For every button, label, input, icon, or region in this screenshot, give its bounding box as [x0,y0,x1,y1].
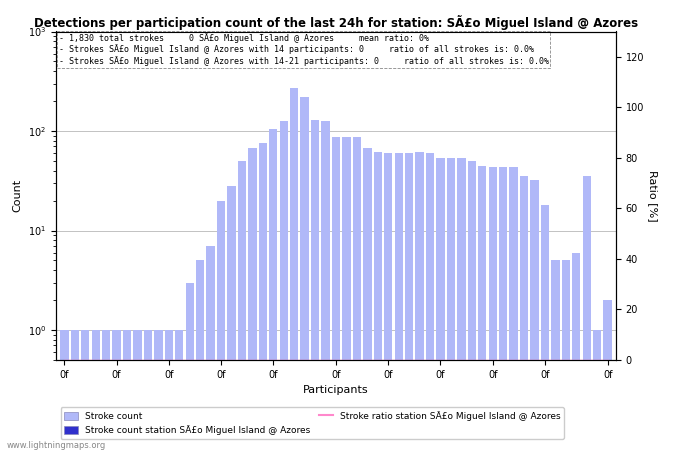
Bar [92,330,100,450]
Text: www.lightningmaps.org: www.lightningmaps.org [7,441,106,450]
Bar [186,283,194,450]
Bar [531,180,539,450]
Bar [144,330,152,450]
Title: Detections per participation count of the last 24h for station: SÃ£o Miguel Isla: Detections per participation count of th… [34,15,638,30]
Bar [478,166,486,450]
Bar [321,122,330,450]
Bar [603,300,612,450]
Bar [290,88,298,450]
Bar [384,153,393,450]
Bar [520,176,528,450]
Bar [175,330,183,450]
Bar [133,330,141,450]
Bar [217,201,225,450]
Bar [342,136,351,450]
Bar [499,167,508,450]
Bar [238,161,246,450]
Bar [248,148,257,450]
Bar [541,205,549,450]
Bar [561,261,570,450]
Bar [332,136,340,450]
Bar [426,153,434,450]
Bar [468,161,476,450]
Bar [196,261,204,450]
Bar [123,330,131,450]
Y-axis label: Ratio [%]: Ratio [%] [648,170,658,221]
Bar [154,330,162,450]
Bar [363,148,372,450]
Bar [489,167,497,450]
Bar [593,330,601,450]
Bar [279,122,288,450]
Legend: Stroke count, Stroke count station SÃ£o Miguel Island @ Azores, Stroke ratio sta: Stroke count, Stroke count station SÃ£o … [60,407,564,439]
Bar [582,176,591,450]
Bar [102,330,111,450]
X-axis label: Participants: Participants [303,385,369,395]
Bar [311,120,319,450]
Bar [510,167,518,450]
Bar [447,158,455,450]
Bar [300,97,309,450]
Bar [269,129,277,450]
Bar [164,330,173,450]
Bar [374,152,382,450]
Text: - 1,830 total strokes     0 SÃ£o Miguel Island @ Azores     mean ratio: 0%
- Str: - 1,830 total strokes 0 SÃ£o Miguel Isla… [59,33,549,66]
Bar [228,186,236,450]
Bar [572,252,580,450]
Bar [415,152,424,450]
Bar [395,153,403,450]
Bar [206,246,215,450]
Bar [259,144,267,450]
Bar [113,330,121,450]
Bar [81,330,90,450]
Bar [551,261,559,450]
Bar [60,330,69,450]
Y-axis label: Count: Count [13,179,22,212]
Bar [353,136,361,450]
Bar [436,158,445,450]
Bar [71,330,79,450]
Bar [405,153,413,450]
Bar [457,158,466,450]
